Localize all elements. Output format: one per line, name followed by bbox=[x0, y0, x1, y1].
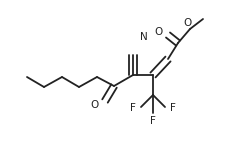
Text: O: O bbox=[155, 27, 163, 37]
Text: F: F bbox=[170, 103, 176, 113]
Text: N: N bbox=[140, 32, 148, 42]
Text: F: F bbox=[130, 103, 136, 113]
Text: F: F bbox=[150, 116, 156, 126]
Text: O: O bbox=[184, 18, 192, 28]
Text: O: O bbox=[91, 100, 99, 110]
